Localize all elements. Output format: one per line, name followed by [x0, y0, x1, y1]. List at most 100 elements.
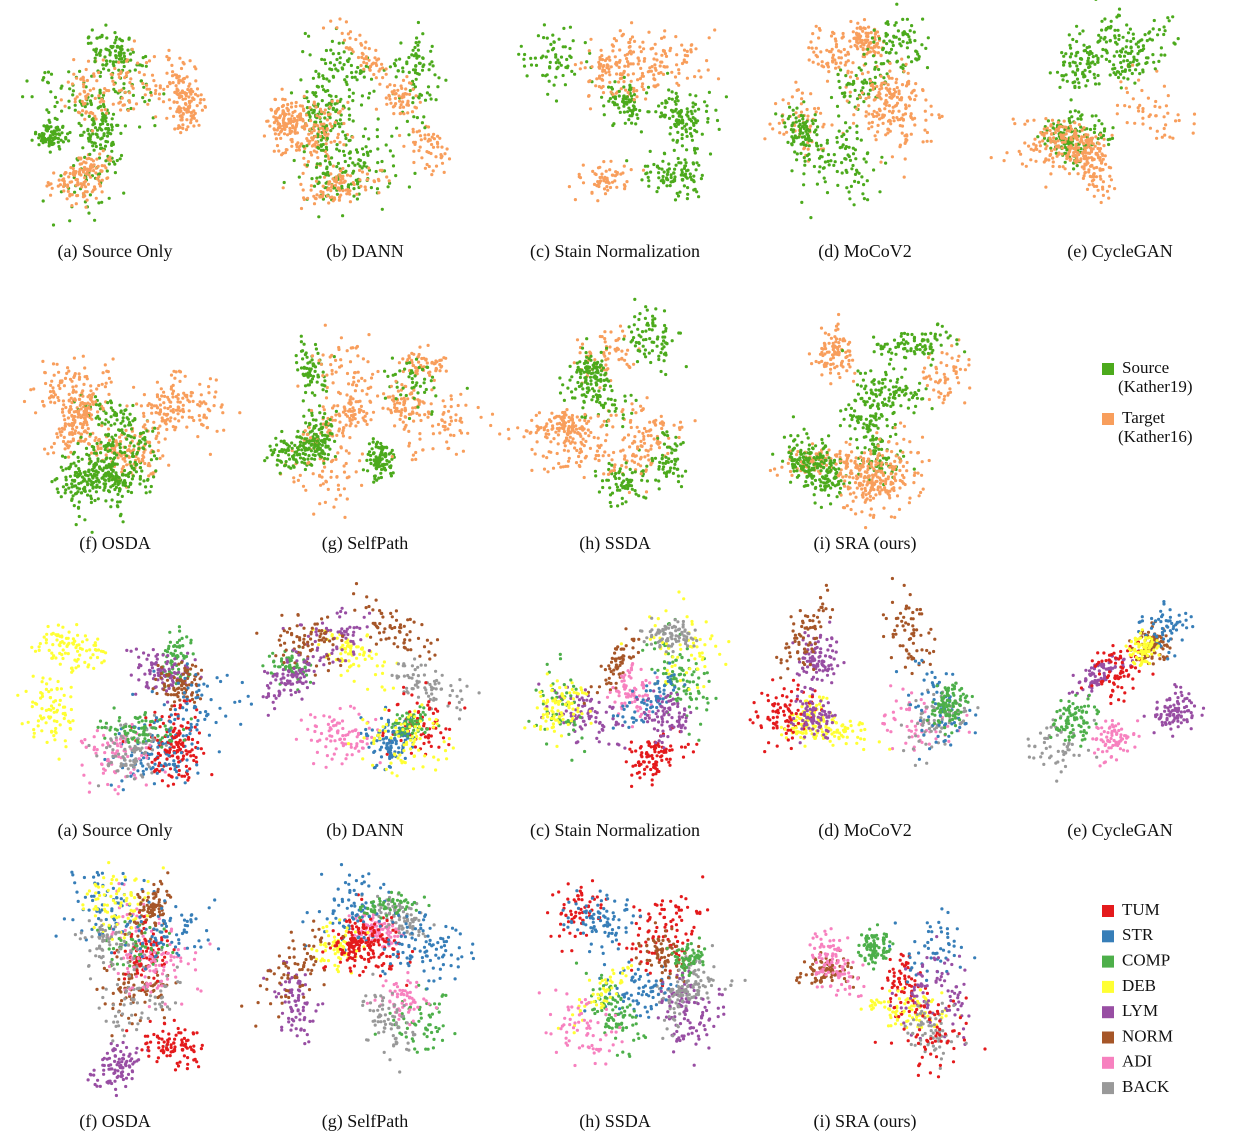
dot [427, 133, 431, 137]
dot [143, 442, 147, 446]
dot [591, 169, 595, 173]
dot [1157, 59, 1161, 64]
dot [622, 164, 626, 168]
dot [847, 145, 851, 149]
dot [336, 136, 340, 140]
dot [125, 463, 129, 467]
dot [56, 395, 60, 400]
dot [107, 462, 111, 466]
dot [902, 30, 906, 34]
dot [888, 87, 892, 91]
dot [302, 144, 306, 148]
dot [374, 48, 378, 53]
dot [1094, 175, 1098, 179]
dot [321, 193, 325, 197]
dot [140, 64, 144, 68]
dot [62, 414, 66, 418]
dot [1038, 140, 1042, 144]
dot [323, 108, 327, 112]
dot [1069, 46, 1073, 50]
dot [1057, 144, 1061, 148]
dot [335, 108, 339, 112]
dot [416, 48, 420, 52]
dot [176, 88, 180, 93]
dot [302, 196, 306, 200]
dot [138, 466, 143, 470]
dot [105, 111, 109, 115]
dot [881, 121, 885, 125]
dot [705, 59, 709, 63]
dot [557, 61, 562, 65]
dot [295, 118, 299, 123]
dot [145, 83, 149, 87]
dot [342, 143, 346, 147]
dot [1113, 187, 1117, 191]
dot [1092, 130, 1096, 135]
dot [901, 40, 905, 44]
dot [109, 132, 113, 136]
dot [178, 370, 183, 374]
dot [444, 369, 448, 373]
dot [307, 112, 311, 117]
dot [412, 115, 416, 119]
dot [347, 117, 351, 121]
dot [303, 467, 307, 472]
dot [95, 177, 99, 181]
dot [868, 88, 872, 92]
dot [107, 68, 111, 72]
dot [1138, 72, 1142, 76]
dot [653, 63, 657, 67]
dot [1083, 146, 1087, 150]
dot [71, 89, 75, 93]
dot [647, 69, 651, 73]
dot [633, 39, 637, 44]
dot [102, 488, 106, 492]
dot [603, 58, 608, 63]
dot [336, 99, 340, 103]
dot [333, 102, 337, 106]
dot [59, 465, 63, 469]
dot [45, 129, 50, 133]
dot [1139, 48, 1143, 53]
dot [99, 127, 103, 131]
dot [925, 66, 930, 70]
caption: (d) MoCoV2 [818, 241, 912, 262]
dot [822, 65, 826, 69]
dot [75, 475, 80, 479]
dot [75, 178, 79, 182]
dot [321, 74, 325, 78]
dot [60, 131, 64, 135]
dot [362, 67, 366, 71]
dot [1163, 133, 1167, 137]
dot [188, 82, 192, 86]
dot [79, 156, 83, 160]
dot [618, 48, 622, 52]
dot [867, 95, 871, 99]
dot [77, 377, 81, 381]
dot [374, 169, 378, 174]
dot [106, 427, 111, 431]
dot [1131, 60, 1135, 64]
dot [1083, 170, 1087, 174]
dot [869, 83, 873, 88]
dot [599, 48, 603, 52]
dot [644, 172, 648, 176]
dot [285, 125, 289, 129]
dot [1119, 61, 1123, 65]
dot [131, 403, 135, 408]
scatter-plot [21, 23, 207, 227]
dot [437, 76, 441, 80]
dot [654, 68, 658, 72]
dot [82, 430, 86, 434]
dot [1099, 36, 1103, 40]
dot [1191, 131, 1195, 135]
dot [914, 49, 918, 53]
dot [1068, 43, 1072, 47]
dot [147, 98, 151, 102]
dot [613, 174, 618, 178]
dot [56, 490, 60, 494]
dot [97, 51, 102, 56]
dot [854, 73, 858, 78]
dot [41, 134, 45, 138]
dot [1129, 45, 1133, 50]
